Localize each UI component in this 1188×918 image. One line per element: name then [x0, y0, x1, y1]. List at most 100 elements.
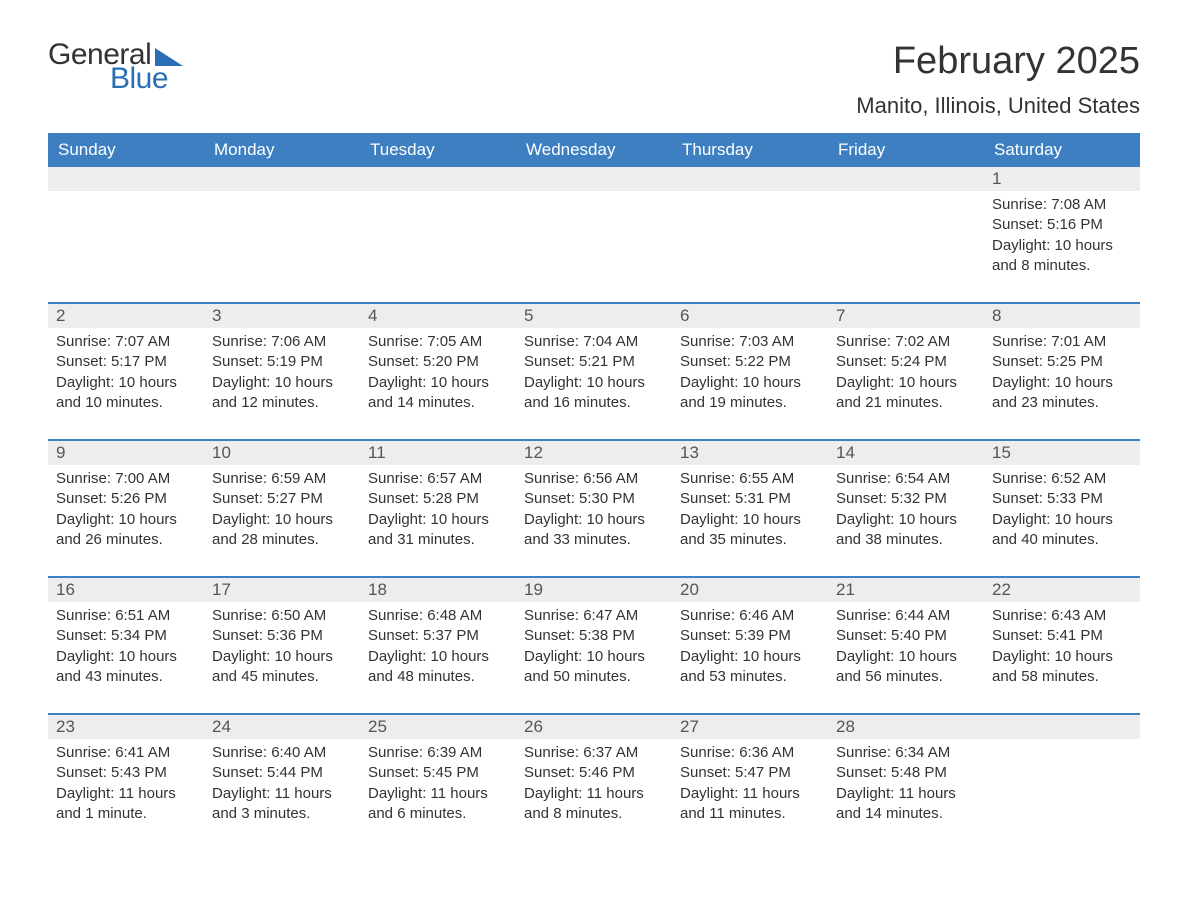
- sunset-text: Sunset: 5:34 PM: [56, 626, 196, 646]
- sunset-text: Sunset: 5:21 PM: [524, 352, 664, 372]
- sunrise-text: Sunrise: 6:51 AM: [56, 606, 196, 626]
- sunrise-text: Sunrise: 6:43 AM: [992, 606, 1132, 626]
- daylight-text: Daylight: 10 hours and 56 minutes.: [836, 647, 976, 688]
- day-number: 6: [672, 304, 828, 328]
- sunrise-text: Sunrise: 6:56 AM: [524, 469, 664, 489]
- day-cell: Sunrise: 6:48 AMSunset: 5:37 PMDaylight:…: [360, 602, 516, 695]
- sunrise-text: Sunrise: 6:55 AM: [680, 469, 820, 489]
- day-cell: [204, 191, 360, 284]
- day-number-row: 9101112131415: [48, 441, 1140, 465]
- day-cell: Sunrise: 7:00 AMSunset: 5:26 PMDaylight:…: [48, 465, 204, 558]
- sunrise-text: Sunrise: 7:03 AM: [680, 332, 820, 352]
- day-number: [204, 167, 360, 191]
- day-number: 2: [48, 304, 204, 328]
- day-body-row: Sunrise: 7:07 AMSunset: 5:17 PMDaylight:…: [48, 328, 1140, 421]
- daylight-text: Daylight: 11 hours and 8 minutes.: [524, 784, 664, 825]
- header: General Blue February 2025 Manito, Illin…: [48, 40, 1140, 119]
- day-number-row: 232425262728: [48, 715, 1140, 739]
- sunset-text: Sunset: 5:33 PM: [992, 489, 1132, 509]
- day-number: 28: [828, 715, 984, 739]
- daylight-text: Daylight: 10 hours and 12 minutes.: [212, 373, 352, 414]
- sunrise-text: Sunrise: 7:05 AM: [368, 332, 508, 352]
- day-cell: Sunrise: 6:41 AMSunset: 5:43 PMDaylight:…: [48, 739, 204, 832]
- day-number: [672, 167, 828, 191]
- day-cell: [984, 739, 1140, 832]
- daylight-text: Daylight: 10 hours and 35 minutes.: [680, 510, 820, 551]
- day-cell: Sunrise: 7:06 AMSunset: 5:19 PMDaylight:…: [204, 328, 360, 421]
- day-number: 25: [360, 715, 516, 739]
- week-row: 16171819202122Sunrise: 6:51 AMSunset: 5:…: [48, 576, 1140, 695]
- daylight-text: Daylight: 11 hours and 14 minutes.: [836, 784, 976, 825]
- sunset-text: Sunset: 5:38 PM: [524, 626, 664, 646]
- sunset-text: Sunset: 5:27 PM: [212, 489, 352, 509]
- day-number: 21: [828, 578, 984, 602]
- day-number: 19: [516, 578, 672, 602]
- day-cell: [516, 191, 672, 284]
- sunset-text: Sunset: 5:44 PM: [212, 763, 352, 783]
- day-cell: Sunrise: 7:03 AMSunset: 5:22 PMDaylight:…: [672, 328, 828, 421]
- day-cell: [672, 191, 828, 284]
- sunrise-text: Sunrise: 6:40 AM: [212, 743, 352, 763]
- day-cell: Sunrise: 6:57 AMSunset: 5:28 PMDaylight:…: [360, 465, 516, 558]
- sunrise-text: Sunrise: 6:37 AM: [524, 743, 664, 763]
- day-cell: Sunrise: 6:36 AMSunset: 5:47 PMDaylight:…: [672, 739, 828, 832]
- daylight-text: Daylight: 10 hours and 38 minutes.: [836, 510, 976, 551]
- daylight-text: Daylight: 10 hours and 33 minutes.: [524, 510, 664, 551]
- day-cell: Sunrise: 7:02 AMSunset: 5:24 PMDaylight:…: [828, 328, 984, 421]
- day-body-row: Sunrise: 6:51 AMSunset: 5:34 PMDaylight:…: [48, 602, 1140, 695]
- sunset-text: Sunset: 5:31 PM: [680, 489, 820, 509]
- day-cell: Sunrise: 6:56 AMSunset: 5:30 PMDaylight:…: [516, 465, 672, 558]
- sunrise-text: Sunrise: 7:04 AM: [524, 332, 664, 352]
- daylight-text: Daylight: 10 hours and 43 minutes.: [56, 647, 196, 688]
- sunrise-text: Sunrise: 6:36 AM: [680, 743, 820, 763]
- dow-saturday: Saturday: [984, 133, 1140, 167]
- day-body-row: Sunrise: 6:41 AMSunset: 5:43 PMDaylight:…: [48, 739, 1140, 832]
- day-cell: Sunrise: 6:50 AMSunset: 5:36 PMDaylight:…: [204, 602, 360, 695]
- day-number: 3: [204, 304, 360, 328]
- day-number: 4: [360, 304, 516, 328]
- dow-friday: Friday: [828, 133, 984, 167]
- sunset-text: Sunset: 5:19 PM: [212, 352, 352, 372]
- sunrise-text: Sunrise: 7:01 AM: [992, 332, 1132, 352]
- sunset-text: Sunset: 5:39 PM: [680, 626, 820, 646]
- sunset-text: Sunset: 5:28 PM: [368, 489, 508, 509]
- dow-monday: Monday: [204, 133, 360, 167]
- day-cell: Sunrise: 6:54 AMSunset: 5:32 PMDaylight:…: [828, 465, 984, 558]
- dow-wednesday: Wednesday: [516, 133, 672, 167]
- sunset-text: Sunset: 5:47 PM: [680, 763, 820, 783]
- day-number: 27: [672, 715, 828, 739]
- sunset-text: Sunset: 5:22 PM: [680, 352, 820, 372]
- sunrise-text: Sunrise: 6:48 AM: [368, 606, 508, 626]
- day-number: 20: [672, 578, 828, 602]
- day-number: 16: [48, 578, 204, 602]
- sunset-text: Sunset: 5:20 PM: [368, 352, 508, 372]
- calendar: SundayMondayTuesdayWednesdayThursdayFrid…: [48, 133, 1140, 832]
- daylight-text: Daylight: 10 hours and 50 minutes.: [524, 647, 664, 688]
- sunset-text: Sunset: 5:36 PM: [212, 626, 352, 646]
- day-cell: [360, 191, 516, 284]
- day-number-row: 1: [48, 167, 1140, 191]
- day-number: 14: [828, 441, 984, 465]
- day-body-row: Sunrise: 7:08 AMSunset: 5:16 PMDaylight:…: [48, 191, 1140, 284]
- day-number: [984, 715, 1140, 739]
- daylight-text: Daylight: 10 hours and 58 minutes.: [992, 647, 1132, 688]
- daylight-text: Daylight: 11 hours and 1 minute.: [56, 784, 196, 825]
- daylight-text: Daylight: 10 hours and 26 minutes.: [56, 510, 196, 551]
- week-row: 232425262728Sunrise: 6:41 AMSunset: 5:43…: [48, 713, 1140, 832]
- day-number: 7: [828, 304, 984, 328]
- daylight-text: Daylight: 10 hours and 8 minutes.: [992, 236, 1132, 277]
- daylight-text: Daylight: 10 hours and 10 minutes.: [56, 373, 196, 414]
- daylight-text: Daylight: 10 hours and 21 minutes.: [836, 373, 976, 414]
- day-number: [360, 167, 516, 191]
- sunrise-text: Sunrise: 7:02 AM: [836, 332, 976, 352]
- day-number: 23: [48, 715, 204, 739]
- day-number: 18: [360, 578, 516, 602]
- sunrise-text: Sunrise: 6:59 AM: [212, 469, 352, 489]
- sunset-text: Sunset: 5:37 PM: [368, 626, 508, 646]
- sunrise-text: Sunrise: 6:50 AM: [212, 606, 352, 626]
- day-cell: Sunrise: 6:37 AMSunset: 5:46 PMDaylight:…: [516, 739, 672, 832]
- day-number: [828, 167, 984, 191]
- sunset-text: Sunset: 5:30 PM: [524, 489, 664, 509]
- day-number: 17: [204, 578, 360, 602]
- day-cell: Sunrise: 6:55 AMSunset: 5:31 PMDaylight:…: [672, 465, 828, 558]
